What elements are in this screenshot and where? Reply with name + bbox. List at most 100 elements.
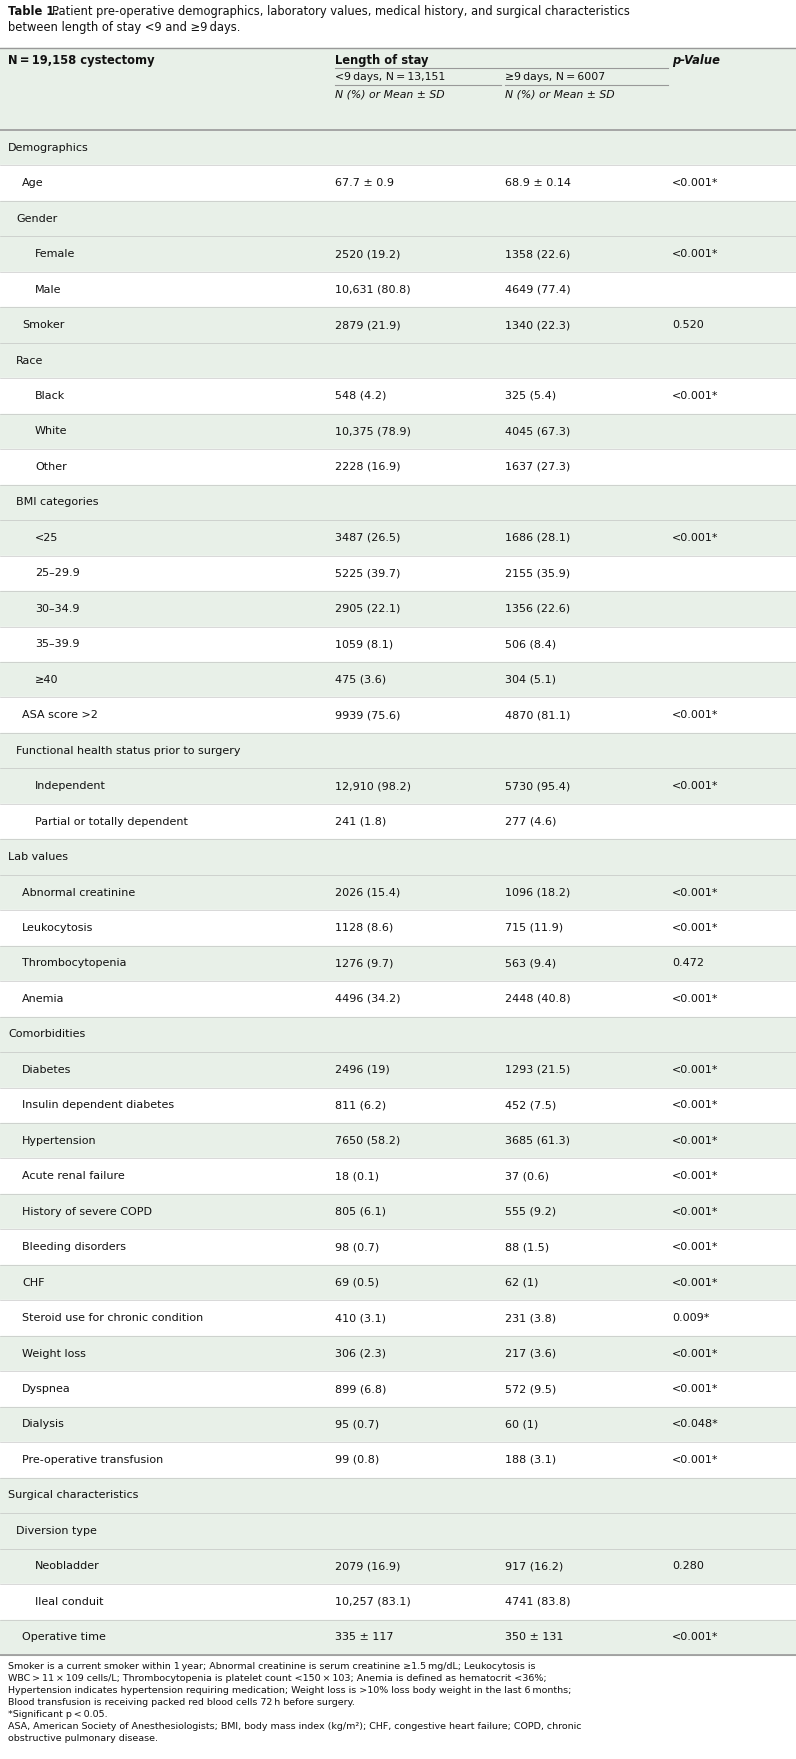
Text: 0.472: 0.472 — [672, 959, 704, 969]
Text: <0.001*: <0.001* — [672, 1277, 719, 1288]
Text: 68.9 ± 0.14: 68.9 ± 0.14 — [505, 178, 571, 188]
Text: 899 (6.8): 899 (6.8) — [335, 1384, 386, 1395]
Text: 18 (0.1): 18 (0.1) — [335, 1171, 379, 1182]
Text: 1637 (27.3): 1637 (27.3) — [505, 463, 570, 471]
Text: Table 1.: Table 1. — [8, 5, 59, 18]
Text: CHF: CHF — [22, 1277, 45, 1288]
Text: 188 (3.1): 188 (3.1) — [505, 1455, 556, 1465]
Text: 304 (5.1): 304 (5.1) — [505, 675, 556, 684]
Bar — [0, 413, 796, 449]
Text: <0.001*: <0.001* — [672, 1384, 719, 1395]
Text: 1358 (22.6): 1358 (22.6) — [505, 250, 570, 259]
Bar — [0, 909, 796, 946]
Text: Gender: Gender — [16, 213, 57, 223]
Text: 1686 (28.1): 1686 (28.1) — [505, 533, 570, 544]
Text: 0.009*: 0.009* — [672, 1312, 709, 1323]
Text: <0.001*: <0.001* — [672, 781, 719, 792]
Text: Smoker: Smoker — [22, 320, 64, 331]
Text: 410 (3.1): 410 (3.1) — [335, 1312, 386, 1323]
Text: <0.001*: <0.001* — [672, 1171, 719, 1182]
Bar — [0, 1122, 796, 1159]
Text: Partial or totally dependent: Partial or totally dependent — [35, 816, 188, 827]
Bar — [0, 1194, 796, 1230]
Text: ASA, American Society of Anesthesiologists; BMI, body mass index (kg/m²); CHF, c: ASA, American Society of Anesthesiologis… — [8, 1722, 582, 1731]
Text: Operative time: Operative time — [22, 1632, 106, 1643]
Bar — [0, 485, 796, 521]
Bar — [0, 1087, 796, 1122]
Text: ≥40: ≥40 — [35, 675, 58, 684]
Text: <0.001*: <0.001* — [672, 888, 719, 897]
Text: 4045 (67.3): 4045 (67.3) — [505, 426, 570, 436]
Text: 4649 (77.4): 4649 (77.4) — [505, 285, 571, 294]
Text: Hypertension: Hypertension — [22, 1136, 96, 1145]
Text: 9939 (75.6): 9939 (75.6) — [335, 711, 400, 719]
Text: 37 (0.6): 37 (0.6) — [505, 1171, 549, 1182]
Text: <0.001*: <0.001* — [672, 1632, 719, 1643]
Text: 217 (3.6): 217 (3.6) — [505, 1349, 556, 1358]
Bar — [0, 734, 796, 769]
Text: N (%) or Mean ± SD: N (%) or Mean ± SD — [505, 90, 615, 99]
Text: 12,910 (98.2): 12,910 (98.2) — [335, 781, 411, 792]
Text: Functional health status prior to surgery: Functional health status prior to surger… — [16, 746, 240, 756]
Bar — [0, 47, 796, 130]
Text: Insulin dependent diabetes: Insulin dependent diabetes — [22, 1101, 174, 1110]
Text: between length of stay <9 and ≥9 days.: between length of stay <9 and ≥9 days. — [8, 21, 240, 33]
Text: 241 (1.8): 241 (1.8) — [335, 816, 386, 827]
Text: Smoker is a current smoker within 1 year; Abnormal creatinine is serum creatinin: Smoker is a current smoker within 1 year… — [8, 1662, 536, 1671]
Text: Lab values: Lab values — [8, 851, 68, 862]
Text: 4496 (34.2): 4496 (34.2) — [335, 994, 400, 1004]
Bar — [0, 591, 796, 626]
Text: Bleeding disorders: Bleeding disorders — [22, 1242, 126, 1252]
Text: ≥9 days, N = 6007: ≥9 days, N = 6007 — [505, 72, 605, 83]
Text: <0.001*: <0.001* — [672, 923, 719, 932]
Text: Dyspnea: Dyspnea — [22, 1384, 71, 1395]
Text: 811 (6.2): 811 (6.2) — [335, 1101, 386, 1110]
Bar — [0, 1442, 796, 1478]
Bar — [0, 982, 796, 1017]
Bar — [0, 378, 796, 413]
Bar — [0, 1265, 796, 1300]
Text: Age: Age — [22, 178, 44, 188]
Text: 95 (0.7): 95 (0.7) — [335, 1420, 379, 1430]
Text: 4741 (83.8): 4741 (83.8) — [505, 1597, 571, 1606]
Text: 2448 (40.8): 2448 (40.8) — [505, 994, 571, 1004]
Text: 69 (0.5): 69 (0.5) — [335, 1277, 379, 1288]
Bar — [0, 1335, 796, 1372]
Text: 1293 (21.5): 1293 (21.5) — [505, 1064, 570, 1075]
Text: <0.001*: <0.001* — [672, 178, 719, 188]
Text: <0.001*: <0.001* — [672, 1349, 719, 1358]
Text: 10,631 (80.8): 10,631 (80.8) — [335, 285, 411, 294]
Bar — [0, 804, 796, 839]
Text: 2026 (15.4): 2026 (15.4) — [335, 888, 400, 897]
Text: 548 (4.2): 548 (4.2) — [335, 390, 386, 401]
Text: Male: Male — [35, 285, 61, 294]
Bar — [0, 1230, 796, 1265]
Text: 1276 (9.7): 1276 (9.7) — [335, 959, 393, 969]
Text: obstructive pulmonary disease.: obstructive pulmonary disease. — [8, 1734, 158, 1743]
Text: Dialysis: Dialysis — [22, 1420, 65, 1430]
Bar — [0, 343, 796, 378]
Text: Pre-operative transfusion: Pre-operative transfusion — [22, 1455, 163, 1465]
Text: 1356 (22.6): 1356 (22.6) — [505, 603, 570, 614]
Text: 0.280: 0.280 — [672, 1562, 704, 1571]
Text: Neobladder: Neobladder — [35, 1562, 100, 1571]
Bar — [0, 1300, 796, 1335]
Text: Race: Race — [16, 355, 43, 366]
Text: 1340 (22.3): 1340 (22.3) — [505, 320, 570, 331]
Text: 3487 (26.5): 3487 (26.5) — [335, 533, 400, 544]
Text: *Significant p < 0.05.: *Significant p < 0.05. — [8, 1710, 107, 1719]
Text: Independent: Independent — [35, 781, 106, 792]
Text: 917 (16.2): 917 (16.2) — [505, 1562, 564, 1571]
Bar — [0, 1052, 796, 1087]
Text: <0.001*: <0.001* — [672, 994, 719, 1004]
Text: 0.520: 0.520 — [672, 320, 704, 331]
Text: ASA score >2: ASA score >2 — [22, 711, 98, 719]
Text: Ileal conduit: Ileal conduit — [35, 1597, 103, 1606]
Text: 5730 (95.4): 5730 (95.4) — [505, 781, 570, 792]
Text: 805 (6.1): 805 (6.1) — [335, 1207, 386, 1217]
Text: Acute renal failure: Acute renal failure — [22, 1171, 125, 1182]
Bar — [0, 697, 796, 734]
Bar — [0, 236, 796, 273]
Text: BMI categories: BMI categories — [16, 498, 99, 507]
Text: 452 (7.5): 452 (7.5) — [505, 1101, 556, 1110]
